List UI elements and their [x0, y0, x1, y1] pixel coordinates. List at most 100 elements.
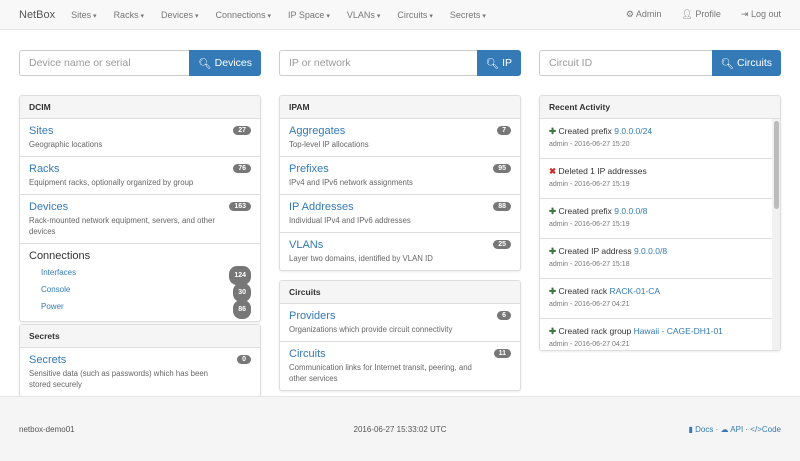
activity-list: ✚ Created prefix 9.0.0.0/24 admin - 2016-…	[540, 119, 780, 350]
sites-link[interactable]: Sites	[29, 125, 54, 137]
secrets-link[interactable]: Secrets	[29, 354, 67, 366]
racks-link[interactable]: Racks	[29, 163, 60, 175]
activity-item: ✚ Created IP address 9.0.0.0/8 admin - 20…	[540, 239, 772, 279]
menu-sites[interactable]: Sites	[71, 10, 96, 20]
count-badge: 25	[493, 240, 511, 249]
ip-addresses-link[interactable]: IP Addresses	[289, 201, 354, 213]
activity-link[interactable]: Hawaii - CAGE-DH1-01	[633, 326, 723, 336]
sub-item: Power 86	[41, 298, 251, 319]
activity-meta: admin - 2016-06-27 04:21	[549, 301, 630, 308]
device-search-input[interactable]: Device name or serial	[19, 50, 190, 76]
code-icon: </>	[750, 424, 762, 434]
footer: netbox-demo01 2016-06-27 15:33:02 UTC ▮ …	[0, 396, 800, 461]
console-link[interactable]: Console	[41, 285, 71, 294]
activity-action: Created rack	[558, 286, 608, 296]
ipam-panel: IPAM Aggregates Top-level IP allocations 7…	[279, 95, 521, 271]
code-label: Code	[761, 424, 781, 434]
plus-icon: ✚	[549, 286, 557, 296]
item-description: Sensitive data (such as passwords) which…	[29, 369, 208, 389]
search-icon: 🔍︎	[720, 57, 737, 70]
scrollbar[interactable]	[772, 119, 780, 350]
activity-link[interactable]: RACK-01-CA	[609, 286, 661, 296]
count-badge: 76	[233, 164, 251, 173]
activity-link[interactable]: 9.0.0.0/24	[614, 126, 653, 136]
menu-connections[interactable]: Connections	[216, 10, 272, 20]
logout-link[interactable]: ⇥ Log out	[741, 9, 781, 20]
list-item: Racks Equipment racks, optionally organiz…	[20, 157, 260, 195]
activity-link[interactable]: 9.0.0.0/8	[633, 246, 668, 256]
api-link[interactable]: ☁ API	[721, 425, 744, 434]
activity-action: Created rack group	[558, 326, 632, 336]
count-badge: 6	[497, 311, 511, 320]
button-label: IP	[502, 57, 512, 69]
ip-search-button[interactable]: 🔍︎ IP	[476, 50, 521, 76]
interfaces-link[interactable]: Interfaces	[41, 268, 77, 277]
connections-heading: Connections	[29, 250, 91, 262]
activity-item: ✚ Created rack group Hawaii - CAGE-DH1-0…	[540, 319, 772, 350]
circuits-link[interactable]: Circuits	[289, 348, 326, 360]
device-search: Device name or serial 🔍︎ Devices	[19, 50, 261, 76]
admin-label: Admin	[635, 9, 662, 19]
brand-link[interactable]: NetBox	[19, 8, 56, 21]
item-description: IPv4 and IPv6 network assignments	[289, 178, 413, 187]
circuit-search-input[interactable]: Circuit ID	[539, 50, 712, 76]
user-icon: 👤︎	[681, 9, 693, 19]
activity-action: Created prefix	[558, 126, 612, 136]
navbar: NetBox Sites Racks Devices Connections I…	[0, 0, 800, 30]
activity-item: ✚ Created rack RACK-01-CA admin - 2016-06…	[540, 279, 772, 319]
power-link[interactable]: Power	[41, 302, 64, 311]
ip-search: IP or network 🔍︎ IP	[279, 50, 521, 76]
item-description: Top-level IP allocations	[289, 140, 369, 149]
menu-racks[interactable]: Racks	[114, 10, 144, 20]
button-label: Circuits	[736, 57, 772, 69]
recent-activity-panel: Recent Activity ✚ Created prefix 9.0.0.0…	[539, 95, 781, 351]
item-description: Geographic locations	[29, 140, 103, 149]
item-description: Rack-mounted network equipment, servers,…	[29, 216, 215, 236]
prefixes-link[interactable]: Prefixes	[289, 163, 329, 175]
circuit-search-button[interactable]: 🔍︎ Circuits	[711, 50, 781, 76]
menu-devices[interactable]: Devices	[161, 10, 198, 20]
docs-link[interactable]: ▮ Docs	[689, 425, 714, 434]
activity-link[interactable]: 9.0.0.0/8	[614, 206, 648, 216]
activity-action: Deleted 1 IP addresses	[558, 166, 647, 176]
circuit-search: Circuit ID 🔍︎ Circuits	[539, 50, 781, 76]
activity-action: Created prefix	[558, 206, 612, 216]
menu-ip-space[interactable]: IP Space	[288, 10, 330, 20]
list-item: Devices Rack-mounted network equipment, s…	[20, 195, 260, 244]
count-badge: 88	[493, 202, 511, 211]
device-search-button[interactable]: 🔍︎ Devices	[189, 50, 261, 76]
list-item: Circuits Communication links for Internet…	[280, 342, 520, 390]
menu-secrets[interactable]: Secrets	[450, 10, 486, 20]
count-badge: 7	[497, 126, 511, 135]
sub-item: Interfaces 124	[41, 264, 251, 285]
profile-link[interactable]: 👤︎ Profile	[681, 9, 720, 20]
providers-link[interactable]: Providers	[289, 310, 336, 322]
code-link[interactable]: </>Code	[750, 425, 781, 434]
count-badge: 11	[493, 349, 511, 358]
book-icon: ▮	[688, 424, 693, 434]
ip-search-input[interactable]: IP or network	[279, 50, 477, 76]
count-badge: 124	[229, 266, 251, 285]
devices-link[interactable]: Devices	[29, 201, 69, 213]
list-item: Secrets Sensitive data (such as passwords…	[20, 348, 260, 396]
hostname: netbox-demo01	[19, 424, 75, 434]
dcim-panel: DCIM Sites Geographic locations 27 Racks Eq…	[19, 95, 261, 322]
vlans-link[interactable]: VLANs	[289, 239, 324, 251]
list-item: Aggregates Top-level IP allocations 7	[280, 119, 520, 157]
aggregates-link[interactable]: Aggregates	[289, 125, 346, 137]
scrollbar-thumb[interactable]	[774, 121, 779, 209]
item-description: Individual IPv4 and IPv6 addresses	[289, 216, 411, 225]
server-time: 2016-06-27 15:33:02 UTC	[353, 424, 447, 434]
admin-link[interactable]: ⚙ Admin	[626, 9, 662, 20]
menu-vlans[interactable]: VLANs	[347, 10, 380, 20]
menu-circuits[interactable]: Circuits	[397, 10, 432, 20]
sub-item: Console 30	[41, 281, 251, 302]
panel-heading: Circuits	[280, 281, 520, 304]
item-description: Equipment racks, optionally organized by…	[29, 178, 194, 187]
docs-label: Docs	[695, 424, 714, 434]
list-item: Providers Organizations which provide cir…	[280, 304, 520, 342]
item-description: Layer two domains, identified by VLAN ID	[289, 254, 433, 263]
profile-label: Profile	[695, 9, 721, 19]
list-item: Prefixes IPv4 and IPv6 network assignment…	[280, 157, 520, 195]
panel-heading: Recent Activity	[540, 96, 780, 119]
